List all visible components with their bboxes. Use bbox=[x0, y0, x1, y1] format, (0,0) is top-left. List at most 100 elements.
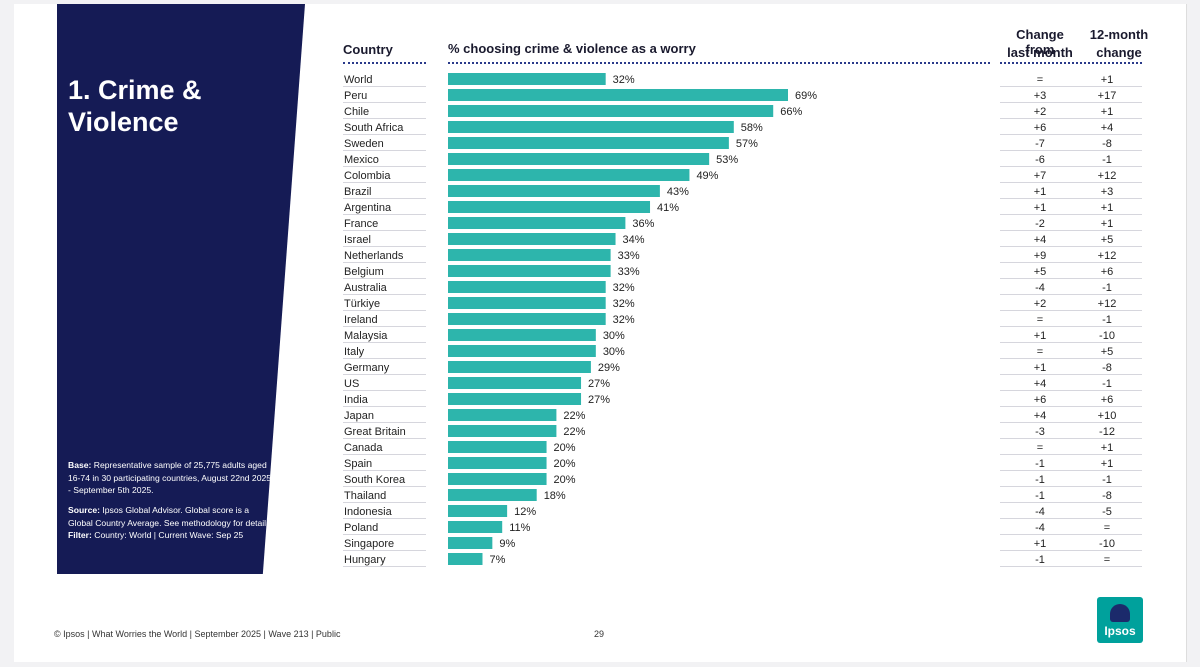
change-year-value: +12 bbox=[1098, 250, 1117, 262]
change-month-value: +2 bbox=[1034, 298, 1047, 310]
country-label: Japan bbox=[344, 410, 374, 422]
change-month-header-line1: Change from bbox=[1016, 27, 1064, 57]
change-month-value: -1 bbox=[1035, 554, 1045, 566]
bar bbox=[448, 105, 774, 117]
value-label: 34% bbox=[623, 234, 645, 246]
country-label: Argentina bbox=[344, 202, 392, 214]
country-label: France bbox=[344, 218, 378, 230]
bar bbox=[448, 361, 591, 373]
country-header: Country bbox=[343, 42, 393, 57]
value-label: 27% bbox=[588, 378, 610, 390]
country-label: World bbox=[344, 74, 373, 86]
value-label: 20% bbox=[554, 442, 576, 454]
page-number: 29 bbox=[594, 629, 605, 639]
value-label: 29% bbox=[598, 362, 620, 374]
change-year-value: +1 bbox=[1101, 218, 1114, 230]
value-label: 32% bbox=[613, 314, 635, 326]
bar bbox=[448, 553, 483, 565]
value-label: 33% bbox=[618, 266, 640, 278]
country-label: Australia bbox=[344, 282, 388, 294]
change-month-value: -1 bbox=[1035, 490, 1045, 502]
country-label: Brazil bbox=[344, 186, 372, 198]
source-label: Source: bbox=[68, 505, 100, 515]
bar bbox=[448, 425, 557, 437]
country-label: Poland bbox=[344, 522, 378, 534]
change-year-value: +1 bbox=[1101, 442, 1114, 454]
base-text: Representative sample of 25,775 adults a… bbox=[68, 460, 272, 495]
change-month-value: -1 bbox=[1035, 474, 1045, 486]
change-year-value: -8 bbox=[1102, 362, 1112, 374]
bar bbox=[448, 265, 611, 277]
change-year-value: -1 bbox=[1102, 314, 1112, 326]
footer-text: © Ipsos | What Worries the World | Septe… bbox=[54, 629, 341, 639]
value-label: 32% bbox=[613, 298, 635, 310]
country-label: Germany bbox=[344, 362, 390, 374]
value-label: 33% bbox=[618, 250, 640, 262]
bar bbox=[448, 393, 582, 405]
change-month-value: +6 bbox=[1034, 122, 1047, 134]
title-panel: 1. Crime & Violence Base: Representative… bbox=[57, 4, 305, 574]
change-year-value: -8 bbox=[1102, 138, 1112, 150]
change-month-value: -4 bbox=[1035, 282, 1045, 294]
logo-mark-icon bbox=[1110, 604, 1130, 622]
value-label: 22% bbox=[563, 410, 585, 422]
filter-label: Filter: bbox=[68, 530, 92, 540]
value-label: 53% bbox=[716, 154, 738, 166]
country-label: Italy bbox=[344, 346, 365, 358]
bar bbox=[448, 313, 606, 325]
change-year-value: +5 bbox=[1101, 346, 1114, 358]
change-year-value: +6 bbox=[1101, 266, 1114, 278]
value-label: 36% bbox=[632, 218, 654, 230]
bar bbox=[448, 169, 690, 181]
change-year-header-line2: change bbox=[1096, 45, 1142, 60]
bar bbox=[448, 441, 547, 453]
country-label: Türkiye bbox=[344, 298, 380, 310]
change-month-value: +4 bbox=[1034, 410, 1047, 422]
value-label: 32% bbox=[613, 74, 635, 86]
change-year-value: +4 bbox=[1101, 122, 1114, 134]
country-label: Spain bbox=[344, 458, 372, 470]
change-month-value: +4 bbox=[1034, 234, 1047, 246]
change-year-value: -1 bbox=[1102, 282, 1112, 294]
value-label: 49% bbox=[696, 170, 718, 182]
change-header-rule bbox=[1000, 62, 1142, 64]
change-year-value: +1 bbox=[1101, 458, 1114, 470]
ipsos-logo: Ipsos bbox=[1097, 597, 1143, 643]
change-month-value: +1 bbox=[1034, 202, 1047, 214]
value-label: 43% bbox=[667, 186, 689, 198]
change-year-value: +1 bbox=[1101, 106, 1114, 118]
change-year-value: -8 bbox=[1102, 490, 1112, 502]
bar bbox=[448, 73, 606, 85]
value-label: 57% bbox=[736, 138, 758, 150]
bar bbox=[448, 329, 596, 341]
country-label: South Korea bbox=[344, 474, 406, 486]
bar bbox=[448, 281, 606, 293]
value-label: 12% bbox=[514, 506, 536, 518]
country-label: Sweden bbox=[344, 138, 384, 150]
bar bbox=[448, 89, 788, 101]
change-month-value: +1 bbox=[1034, 186, 1047, 198]
change-month-value: +5 bbox=[1034, 266, 1047, 278]
change-year-value: -1 bbox=[1102, 378, 1112, 390]
change-year-value: -5 bbox=[1102, 506, 1112, 518]
change-month-value: -4 bbox=[1035, 522, 1045, 534]
change-month-value: -3 bbox=[1035, 426, 1045, 438]
bar bbox=[448, 377, 582, 389]
change-year-value: +5 bbox=[1101, 234, 1114, 246]
change-month-value: = bbox=[1037, 346, 1043, 358]
bar bbox=[448, 409, 557, 421]
bar bbox=[448, 233, 616, 245]
country-label: Mexico bbox=[344, 154, 379, 166]
change-year-value: = bbox=[1104, 522, 1110, 534]
country-label: US bbox=[344, 378, 359, 390]
bar bbox=[448, 153, 710, 165]
country-label: Singapore bbox=[344, 538, 394, 550]
country-label: Peru bbox=[344, 90, 367, 102]
value-label: 9% bbox=[499, 538, 515, 550]
change-month-value: +1 bbox=[1034, 330, 1047, 342]
bar bbox=[448, 473, 547, 485]
change-month-value: +7 bbox=[1034, 170, 1047, 182]
country-label: Great Britain bbox=[344, 426, 406, 438]
value-label: 20% bbox=[554, 474, 576, 486]
change-year-value: -10 bbox=[1099, 538, 1115, 550]
